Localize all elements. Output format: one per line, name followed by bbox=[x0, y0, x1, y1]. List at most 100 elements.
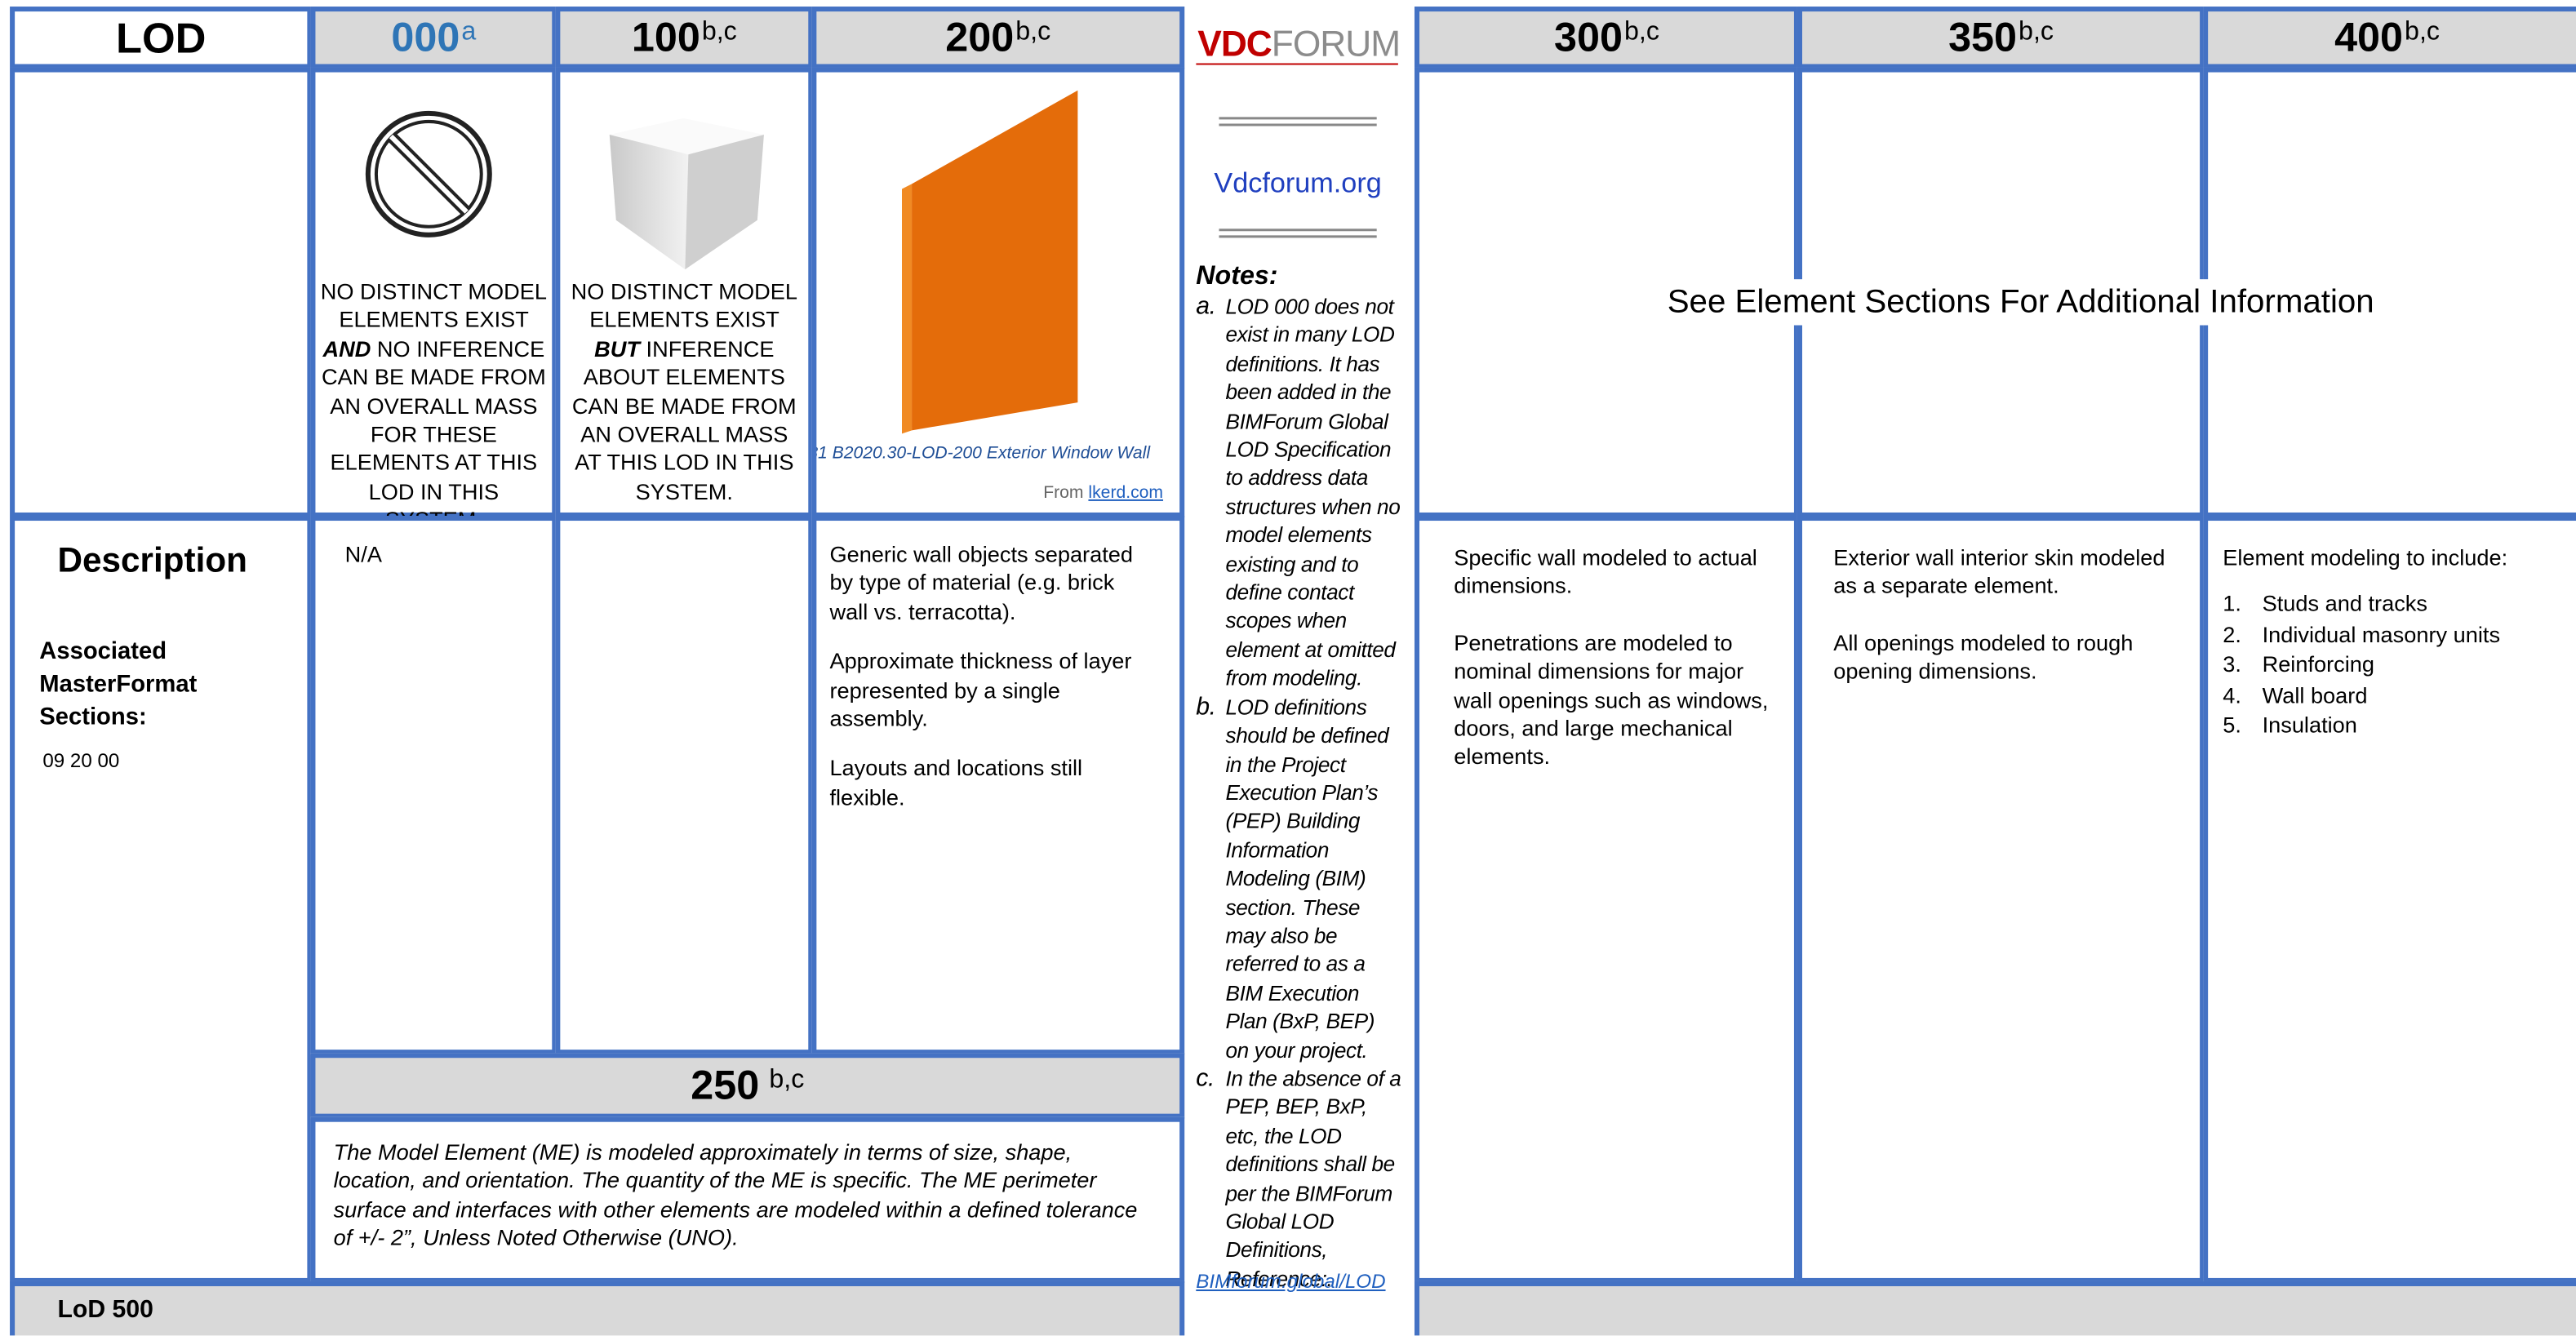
cell: N/A bbox=[310, 516, 557, 1055]
lod-code: 000 bbox=[391, 14, 460, 60]
list-item: 3. Reinforcing bbox=[2223, 650, 2568, 679]
paragraph: Penetrations are modeled to nominal dime… bbox=[1454, 630, 1769, 770]
item-marker: 5. bbox=[2223, 712, 2241, 738]
text: NO INFERENCE CAN BE MADE FROM AN OVERALL… bbox=[321, 336, 546, 532]
lod-code: 200 bbox=[945, 14, 1015, 60]
footer-cell: LoD 500 bbox=[10, 1281, 1185, 1336]
paragraph: Approximate thickness of layer represent… bbox=[829, 649, 1132, 731]
item-text: Wall board bbox=[2262, 682, 2368, 708]
lod-code: 300 bbox=[1554, 14, 1623, 60]
notes-list: a. LOD 000 does not exist in many LOD def… bbox=[1196, 292, 1403, 1293]
lod-sup: b,c bbox=[2019, 18, 2054, 47]
wall-panel-image bbox=[902, 90, 1078, 434]
list-item: 2. Individual masonry units bbox=[2223, 620, 2568, 649]
lod-code: 100 bbox=[631, 14, 700, 60]
text: NO DISTINCT MODEL ELEMENTS EXIST bbox=[571, 279, 797, 333]
list-item: 5. Insulation bbox=[2223, 712, 2568, 740]
lod-sup: a bbox=[461, 18, 477, 47]
header-cell: 400 b,c bbox=[2203, 7, 2576, 69]
lod-header: LOD bbox=[115, 12, 207, 62]
cell bbox=[555, 516, 814, 1055]
paragraph: Layouts and locations still flexible. bbox=[829, 756, 1083, 810]
paragraph: Element modeling to include: bbox=[2223, 545, 2508, 570]
header-cell: 250 b,c bbox=[310, 1053, 1185, 1119]
paragraph: Specific wall modeled to actual dimensio… bbox=[1454, 545, 1757, 599]
logo: VDCFORUM bbox=[1197, 21, 1401, 67]
item-marker: 3. bbox=[2223, 652, 2241, 677]
lod-code: 400 bbox=[2334, 14, 2404, 60]
note-marker: b. bbox=[1196, 692, 1216, 721]
cell: Element modeling to include: 1. Studs and… bbox=[2203, 516, 2576, 1283]
description-text: Exterior wall interior skin modeled as a… bbox=[1833, 544, 2178, 708]
text: INFERENCE ABOUT ELEMENTS CAN BE MADE FRO… bbox=[571, 336, 797, 504]
no-symbol-icon bbox=[365, 110, 492, 237]
image-caption: 81 B2020.30-LOD-200 Exterior Window Wall bbox=[811, 443, 1151, 464]
lod-code: 350 bbox=[1948, 14, 2018, 60]
item-text: Reinforcing bbox=[2262, 652, 2375, 677]
header-cell: 200 b,c bbox=[811, 7, 1185, 69]
lod-250-text: The Model Element (ME) is modeled approx… bbox=[333, 1139, 1138, 1251]
description-text: N/A bbox=[344, 542, 382, 567]
cell: Specific wall modeled to actual dimensio… bbox=[1414, 516, 1799, 1283]
item-marker: 4. bbox=[2223, 682, 2241, 708]
element: BUT bbox=[594, 336, 640, 361]
note: c. In the absence of a PEP, BEP, BxP, etc… bbox=[1196, 1064, 1403, 1293]
list-item: 1. Studs and tracks bbox=[2223, 590, 2568, 619]
credit-text: From bbox=[1043, 482, 1084, 503]
logo-red: VDC bbox=[1197, 23, 1272, 64]
item-marker: 2. bbox=[2223, 622, 2241, 647]
list-item: 4. Wall board bbox=[2223, 681, 2568, 710]
site-name: Vdcforum.org bbox=[1214, 167, 1382, 199]
cell: Exterior wall interior skin modeled as a… bbox=[1797, 516, 2205, 1283]
lod-sup: b,c bbox=[1015, 18, 1051, 47]
header-cell: LOD bbox=[10, 7, 313, 69]
note-marker: c. bbox=[1196, 1064, 1215, 1093]
note: b. LOD definitions should be defined in t… bbox=[1196, 693, 1403, 1064]
description-text: Specific wall modeled to actual dimensio… bbox=[1454, 544, 1774, 793]
cell: NO DISTINCT MODEL ELEMENTS EXIST BUT INF… bbox=[555, 67, 814, 518]
reference-link[interactable]: BIMforum.global/LOD bbox=[1196, 1269, 1386, 1294]
footer-cell bbox=[1414, 1281, 2576, 1336]
lod-000-text: NO DISTINCT MODEL ELEMENTS EXIST AND NO … bbox=[320, 277, 547, 535]
item-list: 1. Studs and tracks 2. Individual masonry u… bbox=[2223, 590, 2568, 739]
note-text: In the absence of a PEP, BEP, BxP, etc, … bbox=[1225, 1066, 1401, 1291]
paragraph: Exterior wall interior skin modeled as a… bbox=[1833, 545, 2165, 599]
credit-link[interactable]: lkerd.com bbox=[1088, 482, 1164, 503]
rules bbox=[1219, 229, 1377, 238]
item-text: Individual masonry units bbox=[2262, 622, 2501, 647]
item-text: Insulation bbox=[2262, 712, 2357, 738]
text: NO DISTINCT MODEL ELEMENTS EXIST bbox=[320, 279, 547, 333]
header-cell: 100 b,c bbox=[555, 7, 814, 69]
header-cell: 300 b,c bbox=[1414, 7, 1799, 69]
cube-icon bbox=[609, 118, 764, 270]
masterformat-code: 09 20 00 bbox=[42, 748, 120, 772]
rules bbox=[1196, 63, 1398, 126]
header-cell: 000 a bbox=[310, 7, 557, 69]
header-cell: 350 b,c bbox=[1797, 7, 2205, 69]
see-sections-text: See Element Sections For Additional Info… bbox=[1626, 279, 2415, 326]
lod-100-text: NO DISTINCT MODEL ELEMENTS EXIST BUT INF… bbox=[565, 277, 803, 506]
item-marker: 1. bbox=[2223, 592, 2241, 617]
cell: Description Associated MasterFormat Sect… bbox=[10, 516, 313, 1283]
item-text: Studs and tracks bbox=[2262, 592, 2427, 617]
description-title: Description bbox=[57, 542, 247, 580]
notes-title: Notes: bbox=[1196, 263, 1278, 291]
cell: 81 B2020.30-LOD-200 Exterior Window Wall… bbox=[811, 67, 1185, 518]
lod-code: 250 bbox=[691, 1062, 760, 1108]
lod-sup: b,c bbox=[701, 18, 737, 47]
lod-sup: b,c bbox=[2405, 18, 2441, 47]
image-credit: From lkerd.com bbox=[1043, 480, 1163, 508]
paragraph: Generic wall objects separated by type o… bbox=[829, 542, 1134, 624]
paragraph: All openings modeled to rough opening di… bbox=[1833, 630, 2134, 684]
lod-sup: b,c bbox=[769, 1066, 805, 1094]
description-text: Element modeling to include: 1. Studs and… bbox=[2223, 544, 2568, 741]
note-text: LOD 000 does not exist in many LOD defin… bbox=[1225, 294, 1401, 690]
emphasis: AND bbox=[322, 336, 371, 362]
note-text: LOD definitions should be defined in the… bbox=[1225, 694, 1389, 1063]
masterformat-label: Associated MasterFormat Sections: bbox=[39, 638, 198, 731]
lod-sup: b,c bbox=[1623, 18, 1659, 47]
cell: NO DISTINCT MODEL ELEMENTS EXIST AND NO … bbox=[310, 67, 557, 533]
note: a. LOD 000 does not exist in many LOD def… bbox=[1196, 292, 1403, 692]
logo-gray: FORUM bbox=[1271, 23, 1401, 64]
